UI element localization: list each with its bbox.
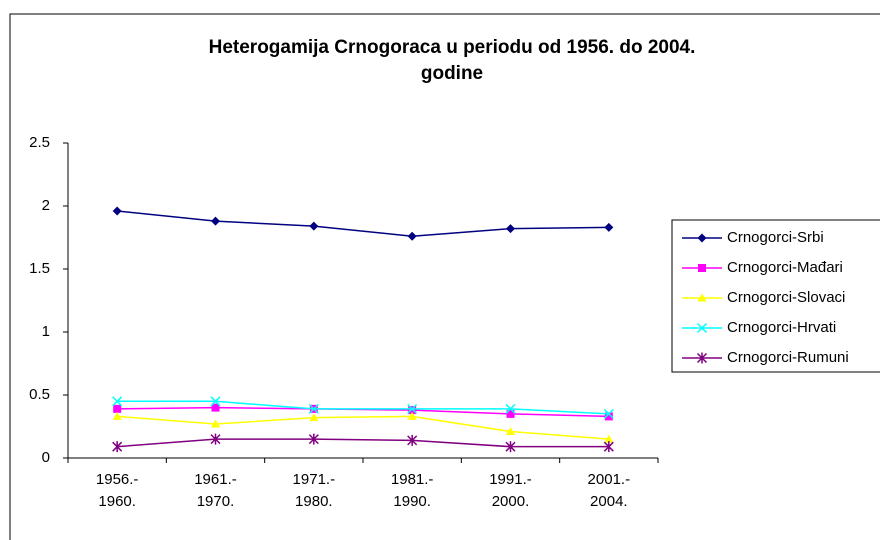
marker bbox=[211, 403, 220, 412]
marker bbox=[603, 408, 614, 419]
marker bbox=[506, 224, 515, 234]
legend-marker bbox=[696, 352, 708, 364]
marker bbox=[506, 427, 515, 436]
x-tick-label: 1991.-2000. bbox=[489, 471, 532, 510]
y-tick-label: 2.5 bbox=[29, 134, 50, 151]
marker bbox=[505, 403, 516, 414]
marker bbox=[407, 403, 418, 414]
series-line bbox=[117, 400, 609, 415]
legend-label: Crnogorci-Mađari bbox=[727, 259, 843, 276]
series-line bbox=[117, 438, 609, 448]
marker bbox=[211, 419, 220, 428]
marker bbox=[112, 411, 122, 420]
marker bbox=[603, 441, 614, 453]
legend-marker bbox=[696, 322, 708, 334]
marker bbox=[505, 441, 516, 453]
marker bbox=[309, 221, 319, 231]
marker bbox=[407, 231, 417, 241]
marker bbox=[604, 434, 614, 443]
y-tick-label: 1.5 bbox=[29, 260, 50, 277]
marker bbox=[309, 413, 319, 422]
legend-label: Crnogorci-Slovaci bbox=[727, 289, 845, 306]
legend-label: Crnogorci-Rumuni bbox=[727, 349, 849, 366]
marker bbox=[112, 396, 123, 407]
legend-marker bbox=[698, 264, 706, 272]
legend-marker bbox=[697, 233, 707, 243]
x-tick-label: 1956.-1960. bbox=[96, 471, 139, 510]
x-tick-label: 1981.-1990. bbox=[391, 471, 434, 510]
marker bbox=[308, 403, 319, 414]
marker bbox=[112, 206, 122, 216]
marker bbox=[308, 433, 319, 445]
marker bbox=[210, 433, 221, 445]
legend-marker bbox=[697, 293, 707, 302]
x-tick-label: 2001.-2004. bbox=[588, 471, 631, 510]
x-tick-label: 1961.-1970. bbox=[194, 471, 237, 510]
x-tick-label: 1971.-1980. bbox=[293, 471, 336, 510]
marker bbox=[211, 216, 220, 226]
marker bbox=[407, 434, 418, 446]
marker bbox=[113, 404, 122, 413]
marker bbox=[407, 411, 417, 420]
marker bbox=[112, 441, 123, 453]
y-tick-label: 0 bbox=[42, 449, 50, 466]
legend-label: Crnogorci-Hrvati bbox=[727, 319, 836, 336]
marker bbox=[604, 412, 613, 421]
series-line bbox=[117, 210, 609, 237]
marker bbox=[506, 409, 515, 418]
marker bbox=[210, 396, 221, 407]
marker bbox=[408, 406, 417, 415]
series-line bbox=[117, 415, 609, 440]
chart-title: Heterogamija Crnogoraca u periodu od 195… bbox=[209, 37, 696, 84]
y-tick-label: 2 bbox=[42, 197, 50, 214]
y-tick-label: 0.5 bbox=[29, 386, 50, 403]
marker bbox=[604, 222, 614, 232]
legend-box bbox=[671, 219, 880, 373]
y-tick-label: 1 bbox=[42, 323, 50, 340]
legend-label: Crnogorci-Srbi bbox=[727, 229, 824, 246]
